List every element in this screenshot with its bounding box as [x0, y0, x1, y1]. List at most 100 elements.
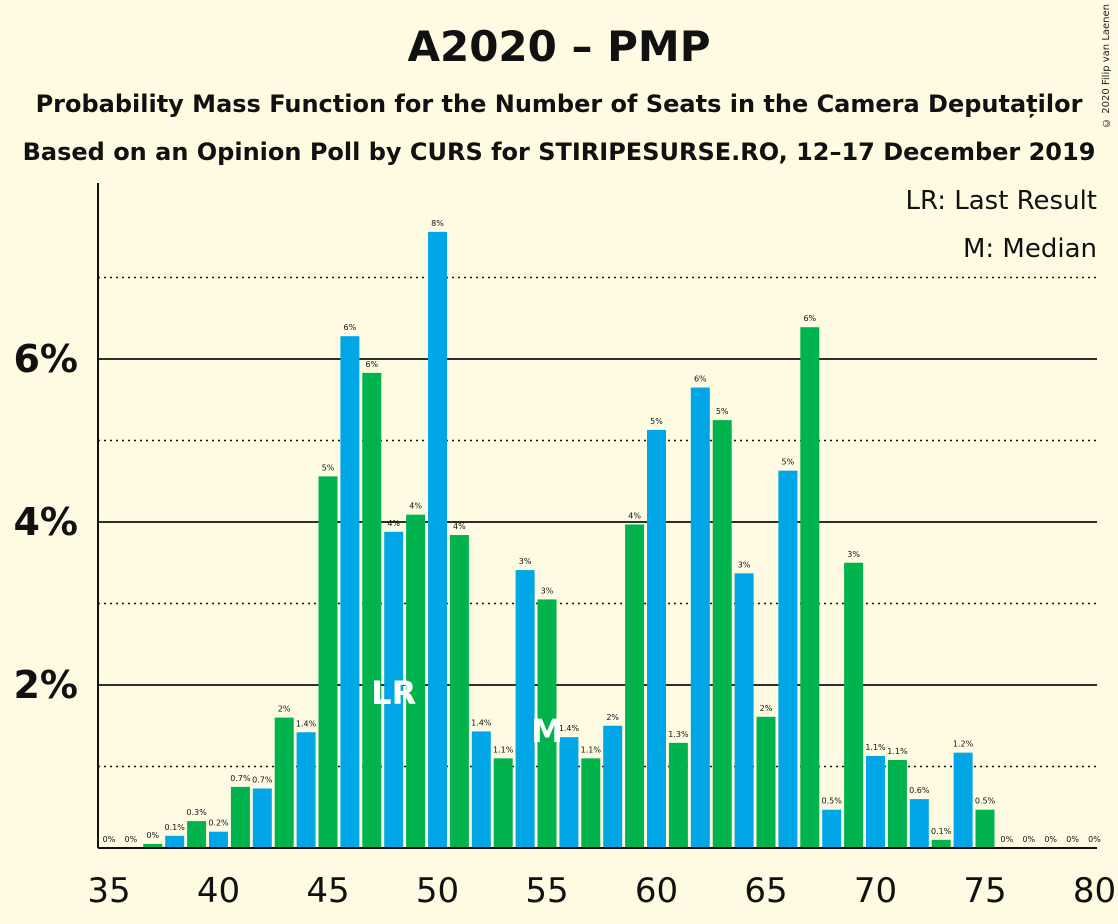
bar-seat-42: [252, 788, 272, 848]
y-tick-label: 4%: [13, 500, 78, 544]
grid-lines: [98, 276, 1097, 768]
bar-seat-37: [143, 843, 163, 848]
chart-title: A2020 – PMP: [407, 22, 711, 71]
x-tick-label: 60: [635, 871, 678, 911]
bar-seat-50: [428, 231, 447, 849]
value-label-seat-61: 1.3%: [668, 730, 689, 739]
bar-seat-44: [296, 732, 316, 848]
value-label-seat-53: 1.1%: [493, 745, 514, 754]
value-label-seat-35: 0%: [103, 835, 116, 844]
bar-seat-41: [230, 786, 250, 848]
chart-subtitle-2: Based on an Opinion Poll by CURS for STI…: [22, 138, 1096, 166]
chart-subtitle-1: Probability Mass Function for the Number…: [35, 90, 1083, 118]
value-label-seat-62: 6%: [694, 375, 707, 384]
value-label-seat-44: 1.4%: [296, 719, 317, 728]
bar-seat-52: [471, 731, 491, 848]
value-label-seat-77: 0%: [1022, 835, 1035, 844]
value-label-seat-50: 8%: [431, 219, 444, 228]
value-label-seat-51: 4%: [453, 522, 466, 531]
value-label-seat-57: 1.1%: [581, 745, 602, 754]
bar-seat-62: [690, 387, 710, 848]
value-label-seat-54: 3%: [519, 557, 532, 566]
value-label-seat-65: 2%: [760, 704, 773, 713]
bar-seat-59: [625, 524, 645, 848]
value-label-seat-64: 3%: [738, 560, 751, 569]
value-label-seat-67: 6%: [803, 314, 816, 323]
value-label-seat-55: 3%: [541, 586, 554, 595]
bar-seat-60: [647, 429, 666, 848]
value-label-seat-47: 6%: [365, 360, 378, 369]
bar-seat-67: [800, 327, 820, 849]
bar-seat-39: [187, 821, 207, 848]
bar-seat-75: [975, 809, 995, 848]
bar-seat-51: [449, 535, 469, 848]
bar-seat-57: [581, 758, 601, 848]
value-label-seat-49: 4%: [409, 502, 422, 511]
value-label-seat-42: 0.7%: [252, 776, 273, 785]
x-tick-label: 55: [525, 871, 568, 911]
median-marker: M: [531, 712, 563, 750]
bar-seat-73: [931, 839, 951, 848]
value-label-seat-78: 0%: [1044, 835, 1057, 844]
bar-seat-54: [515, 570, 535, 848]
bar-seat-58: [603, 725, 623, 848]
bar-seat-47: [362, 372, 382, 848]
value-label-seat-36: 0%: [125, 835, 138, 844]
bar-seat-56: [559, 737, 579, 848]
value-label-seat-63: 5%: [716, 407, 729, 416]
value-label-seat-79: 0%: [1066, 835, 1079, 844]
value-label-seat-80: 0%: [1088, 835, 1101, 844]
bar-seat-71: [887, 759, 907, 848]
bar-seat-55: [537, 599, 557, 848]
value-label-seat-43: 2%: [278, 705, 291, 714]
y-tick-label: 6%: [13, 337, 78, 381]
x-tick-label: 75: [963, 871, 1006, 911]
bar-seat-48: [384, 531, 404, 848]
bar-seat-72: [909, 799, 929, 848]
bar-seat-40: [209, 831, 228, 848]
value-label-seat-73: 0.1%: [931, 827, 952, 836]
value-label-seat-76: 0%: [1001, 835, 1014, 844]
value-labels: 0% 0%0.1%0.3%0.2%0.7% 0.7%2%1.4%5%6%6%4%4%…: [103, 219, 1102, 844]
x-tick-label: 65: [744, 871, 787, 911]
value-label-seat-66: 5%: [782, 458, 795, 467]
bar-seat-38: [165, 835, 185, 848]
value-label-seat-37: 0%: [146, 831, 159, 840]
value-label-seat-38: 0.1%: [165, 823, 186, 832]
x-tick-label: 35: [87, 871, 130, 911]
value-label-seat-48: 4%: [387, 519, 400, 528]
value-label-seat-45: 5%: [322, 463, 335, 472]
last-result-marker: LR: [371, 674, 416, 712]
bar-seat-69: [844, 562, 864, 848]
value-label-seat-39: 0.3%: [186, 808, 207, 817]
value-label-seat-58: 2%: [606, 713, 619, 722]
bar-seat-43: [274, 717, 294, 848]
bar-seat-64: [734, 573, 754, 848]
value-label-seat-70: 1.1%: [865, 743, 886, 752]
bar-seat-65: [756, 716, 776, 848]
value-label-seat-40: 0.2%: [208, 819, 229, 828]
value-label-seat-60: 5%: [650, 417, 663, 426]
bar-seat-49: [406, 514, 426, 848]
bar-seat-46: [340, 336, 360, 848]
bar-seat-45: [318, 476, 338, 848]
bar-seat-68: [822, 809, 842, 848]
bar-seat-63: [712, 420, 732, 848]
legend-last-result: LR: Last Result: [905, 186, 1097, 216]
legend: LR: Last Result M: Median: [905, 186, 1097, 264]
value-label-seat-41: 0.7%: [230, 774, 251, 783]
bar-seat-66: [778, 470, 798, 848]
bar-seat-53: [493, 758, 513, 848]
bars: [143, 231, 995, 849]
x-tick-label: 50: [416, 871, 459, 911]
x-tick-label: 45: [306, 871, 349, 911]
value-label-seat-71: 1.1%: [887, 747, 908, 756]
value-label-seat-72: 0.6%: [909, 786, 930, 795]
y-tick-label: 2%: [13, 663, 78, 707]
legend-median: M: Median: [963, 234, 1097, 264]
x-tick-label: 80: [1073, 871, 1116, 911]
value-label-seat-59: 4%: [628, 511, 641, 520]
value-label-seat-74: 1.2%: [953, 740, 974, 749]
value-label-seat-69: 3%: [847, 550, 860, 559]
